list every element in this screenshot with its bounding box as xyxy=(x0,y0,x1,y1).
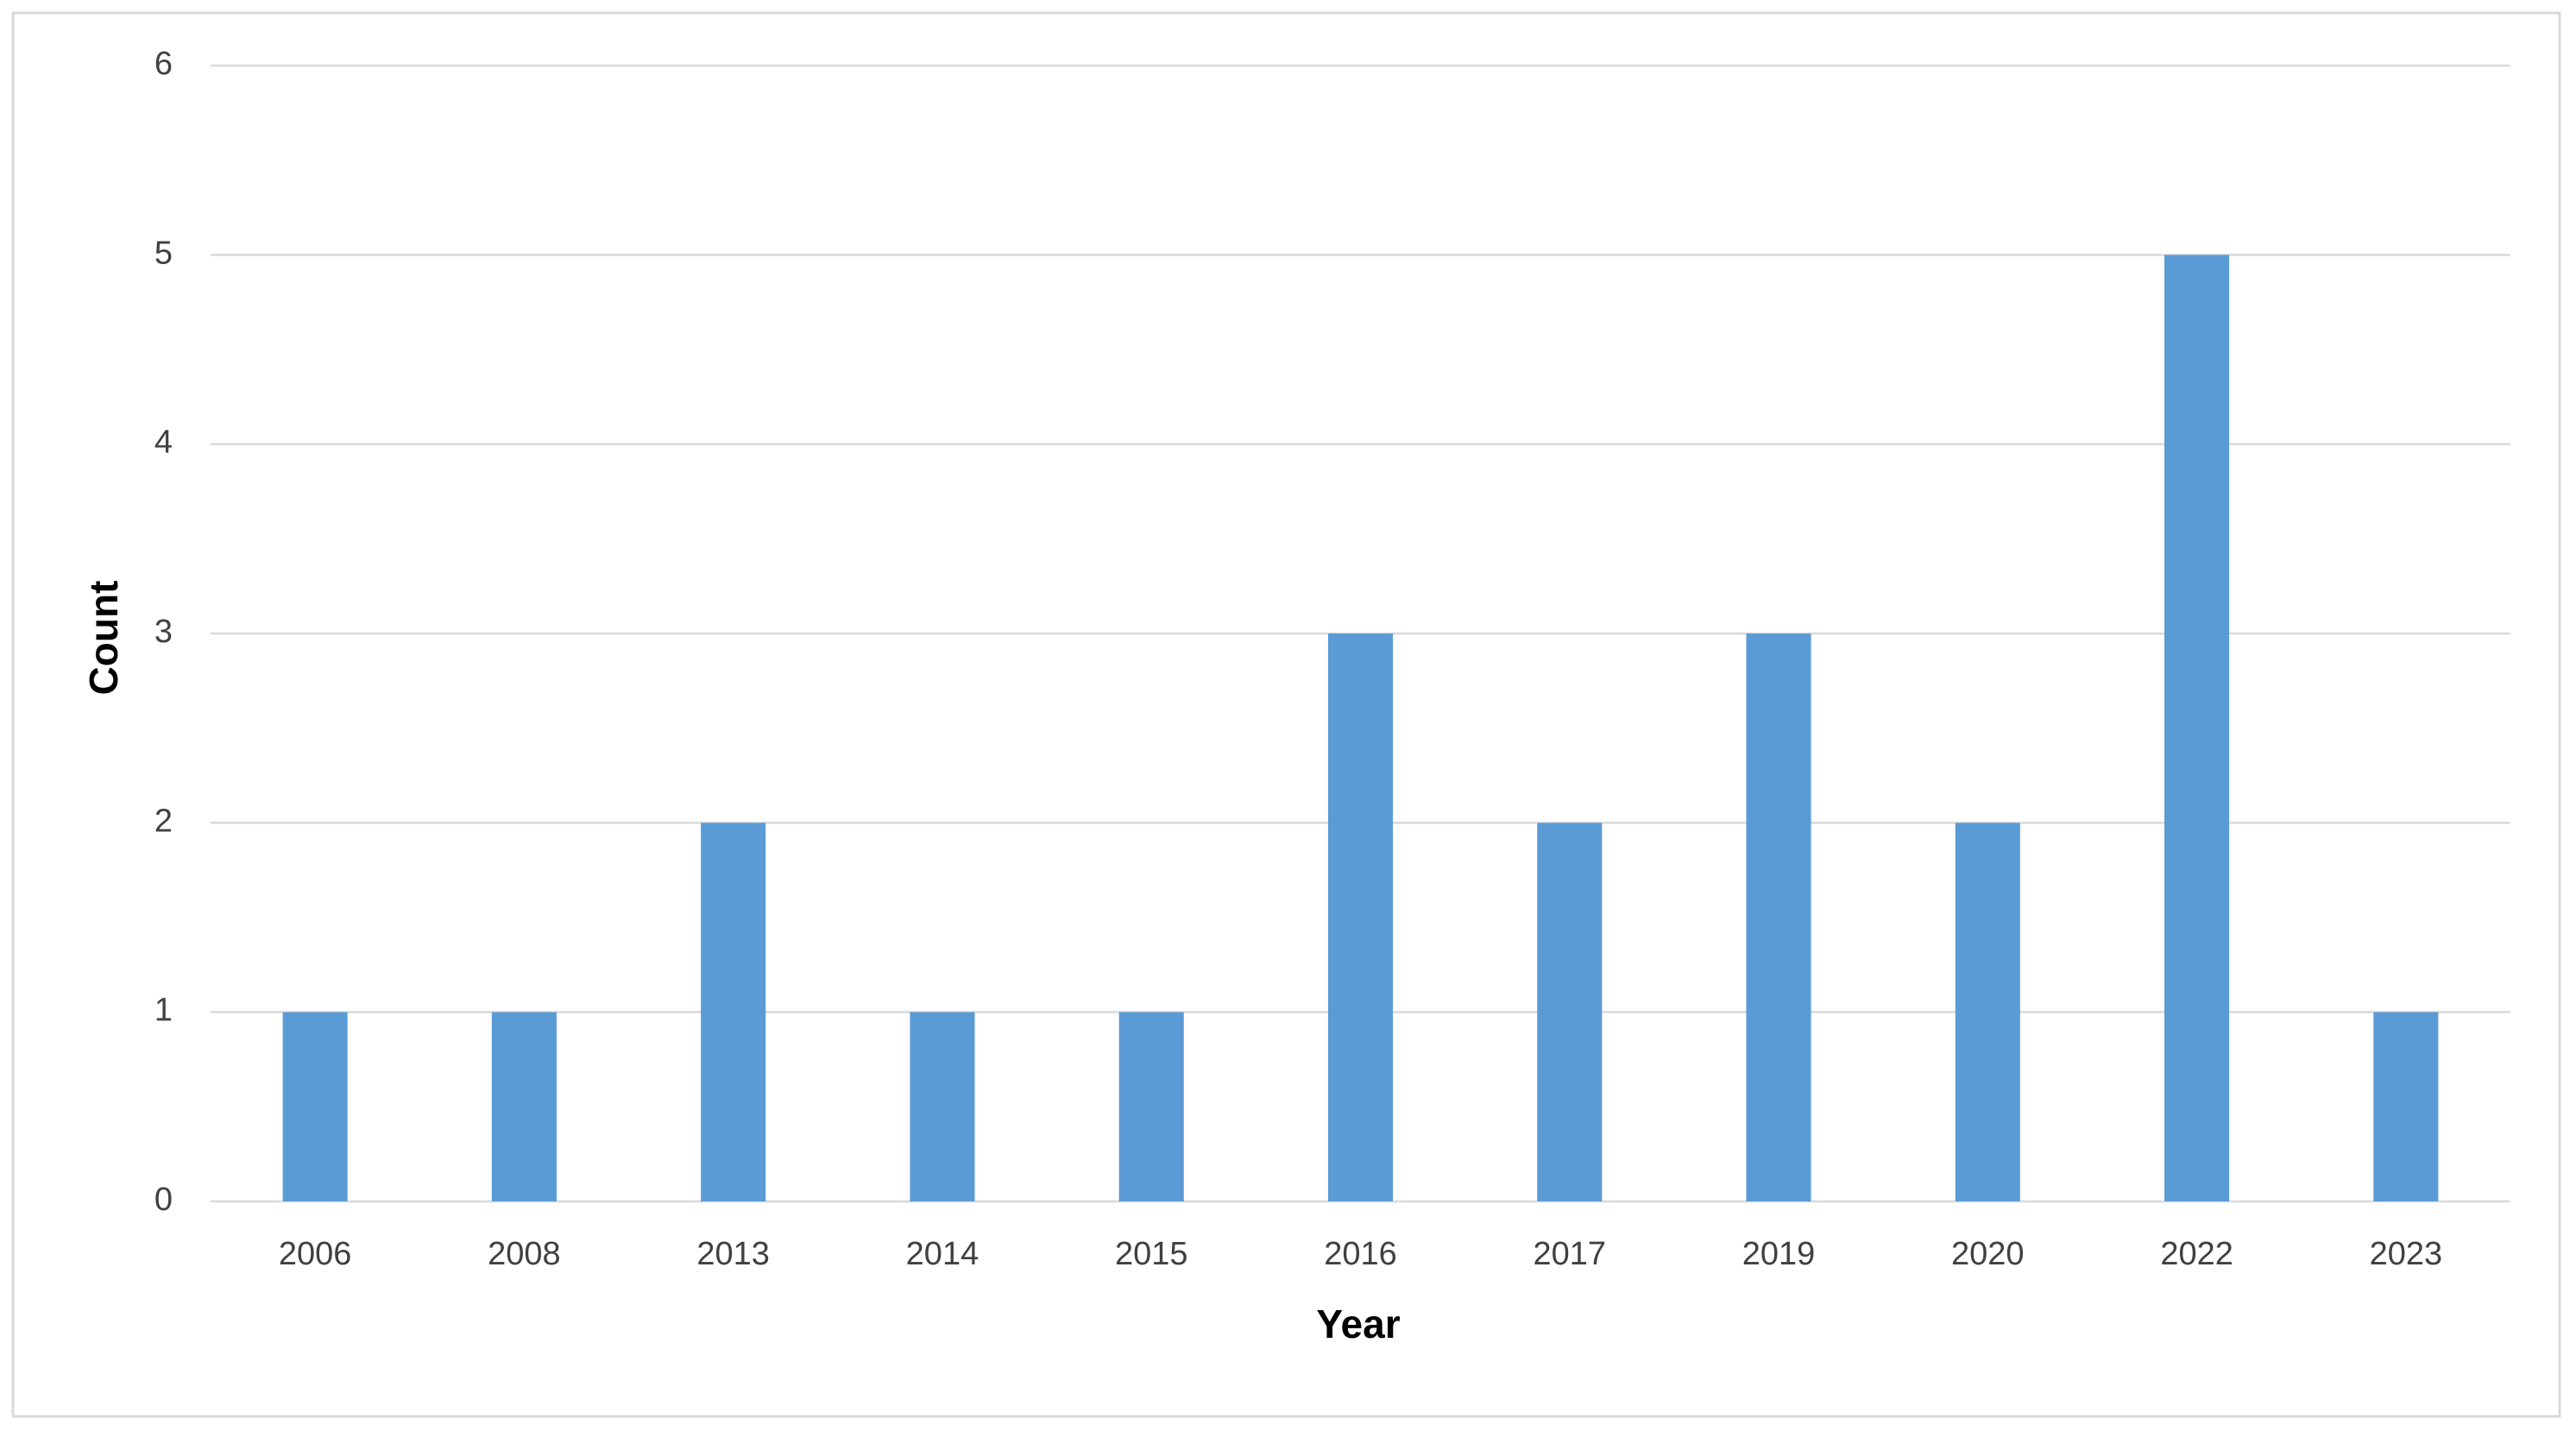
bar xyxy=(2373,1012,2439,1201)
x-tick-label: 2017 xyxy=(1533,1236,1606,1272)
bar xyxy=(2164,255,2230,1201)
bar xyxy=(1118,1012,1184,1201)
y-tick-label: 5 xyxy=(154,235,173,271)
x-axis-title: Year xyxy=(1316,1302,1400,1346)
x-tick-label: 2016 xyxy=(1324,1236,1397,1272)
x-tick-label: 2015 xyxy=(1115,1236,1188,1272)
y-tick-label: 6 xyxy=(154,46,173,82)
x-tick-label: 2023 xyxy=(2370,1236,2443,1272)
bar xyxy=(491,1012,557,1201)
x-tick-label: 2006 xyxy=(279,1236,352,1272)
bar xyxy=(1746,634,1811,1201)
x-tick-label: 2019 xyxy=(1742,1236,1816,1272)
chart-border xyxy=(11,11,2561,1418)
y-tick-label: 3 xyxy=(154,614,173,650)
y-tick-label: 2 xyxy=(154,803,173,839)
y-tick-label: 4 xyxy=(154,425,173,461)
bar xyxy=(1955,823,2020,1201)
x-tick-label: 2020 xyxy=(1951,1236,2025,1272)
y-axis-title: Count xyxy=(81,581,126,696)
x-tick-label: 2022 xyxy=(2160,1236,2233,1272)
x-tick-label: 2014 xyxy=(906,1236,979,1272)
bar xyxy=(701,823,766,1201)
x-tick-label: 2013 xyxy=(696,1236,770,1272)
bar xyxy=(1537,823,1603,1201)
bar xyxy=(1327,634,1394,1201)
x-tick-label: 2008 xyxy=(488,1236,561,1272)
bar xyxy=(910,1012,975,1201)
bar xyxy=(282,1012,348,1201)
y-tick-label: 1 xyxy=(154,993,173,1029)
y-tick-label: 0 xyxy=(154,1182,173,1218)
